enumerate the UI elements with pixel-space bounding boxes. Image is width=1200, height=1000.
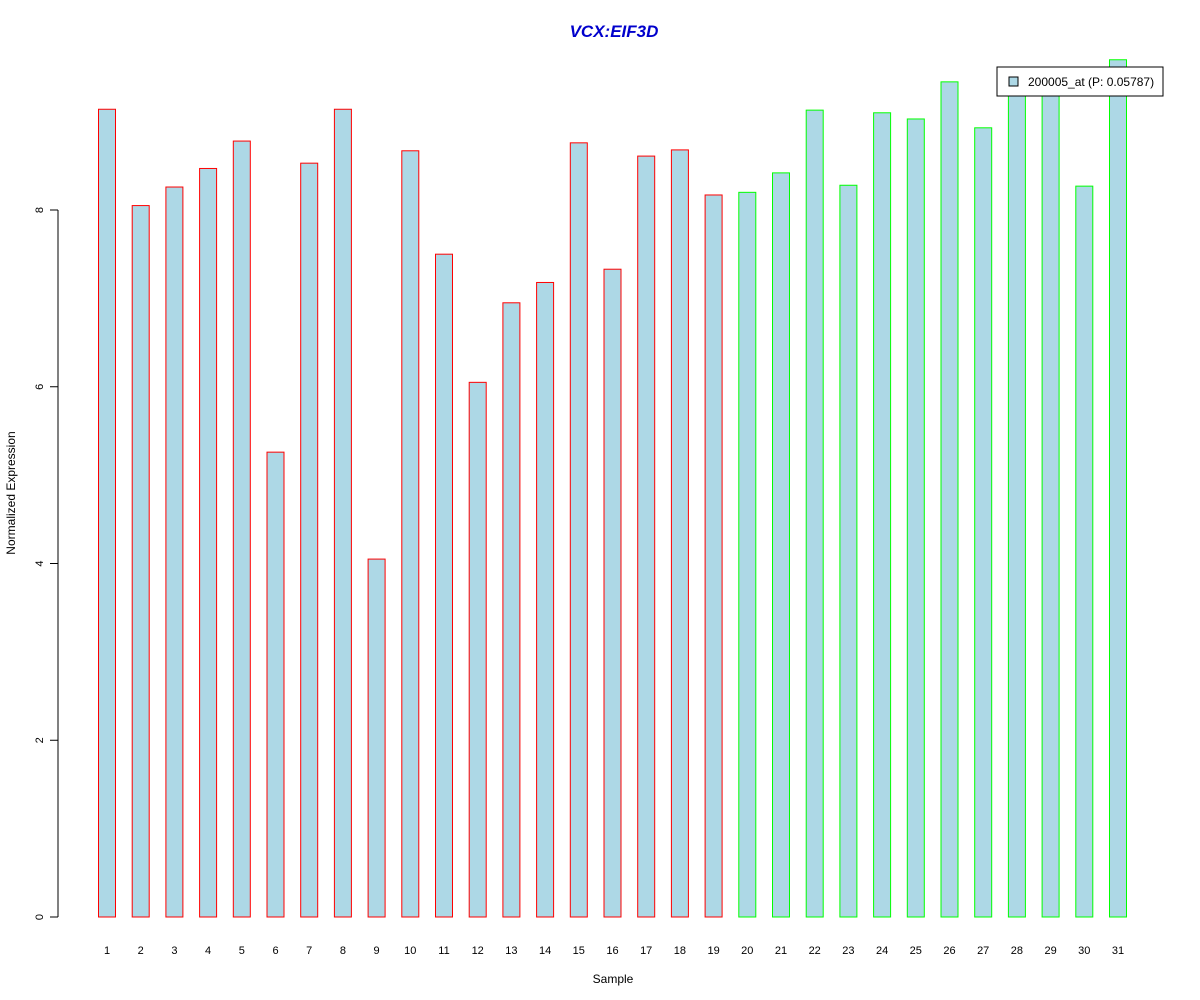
x-tick-label: 7 [306, 945, 312, 957]
x-tick-label: 2 [138, 945, 144, 957]
bar-31 [1109, 59, 1127, 918]
x-tick-label: 26 [943, 945, 955, 957]
bar-10 [401, 150, 420, 918]
bar-3 [165, 186, 184, 918]
x-tick-label: 1 [104, 945, 110, 957]
bar-13 [502, 302, 521, 918]
bar-24 [873, 112, 892, 918]
x-tick-label: 24 [876, 945, 888, 957]
bar-4 [199, 167, 218, 918]
x-tick-label: 9 [374, 945, 380, 957]
x-tick-label: 13 [505, 945, 517, 957]
bar-21 [772, 172, 790, 918]
x-tick-label: 27 [977, 945, 989, 957]
y-tick-label: 0 [34, 914, 46, 920]
bar-5 [232, 140, 251, 918]
x-axis-label: Sample [593, 972, 634, 986]
bar-11 [435, 253, 453, 918]
x-tick-label: 21 [775, 945, 787, 957]
x-tick-label: 12 [472, 945, 484, 957]
x-tick-label: 5 [239, 945, 245, 957]
chart-title: VCX:EIF3D [570, 22, 659, 41]
y-ticks: 0 2 4 6 8 [34, 207, 58, 920]
y-tick-label: 6 [34, 384, 46, 390]
y-tick-label: 2 [34, 737, 46, 743]
bar-8 [333, 108, 352, 918]
x-tick-label: 16 [606, 945, 618, 957]
x-tick-label: 29 [1044, 945, 1056, 957]
x-tick-label: 25 [910, 945, 922, 957]
bar-20 [738, 191, 757, 918]
x-tick-label: 20 [741, 945, 753, 957]
bar-29 [1041, 81, 1060, 918]
legend: 200005_at (P: 0.05787) [996, 66, 1164, 97]
x-tick-label: 11 [438, 945, 449, 957]
legend-label: 200005_at (P: 0.05787) [1028, 75, 1154, 89]
bar-18 [670, 149, 689, 918]
x-tick-label: 31 [1112, 945, 1124, 957]
x-tick-label: 14 [539, 945, 551, 957]
bar-1 [98, 108, 116, 918]
bar-14 [536, 281, 555, 918]
bar-28 [1007, 81, 1026, 918]
x-tick-labels: 1 2 3 4 5 6 7 8 9 10 11 12 13 14 15 16 17 18 19 20 21 22 23 24 2… [104, 945, 1124, 957]
x-tick-label: 30 [1078, 945, 1090, 957]
bar-30 [1075, 185, 1094, 918]
bar-9 [367, 558, 386, 918]
bar-17 [637, 155, 656, 918]
x-tick-label: 8 [340, 945, 346, 957]
bar-26 [940, 81, 959, 918]
y-tick-label: 8 [34, 207, 46, 213]
bar-16 [603, 268, 622, 918]
bar-22 [805, 109, 824, 918]
x-tick-label: 28 [1011, 945, 1023, 957]
bar-2 [131, 205, 150, 918]
x-tick-label: 19 [707, 945, 719, 957]
x-tick-label: 3 [171, 945, 177, 957]
bar-6 [266, 451, 285, 918]
y-tick-label: 4 [34, 560, 46, 566]
x-tick-label: 17 [640, 945, 652, 957]
y-axis: 0 2 4 6 8 [34, 207, 59, 920]
legend-swatch [1008, 76, 1019, 87]
x-tick-label: 4 [205, 945, 211, 957]
x-tick-label: 10 [404, 945, 416, 957]
bars [98, 59, 1127, 918]
legend-box [996, 66, 1164, 97]
bar-19 [704, 194, 723, 918]
x-tick-label: 18 [674, 945, 686, 957]
y-axis-label: Normalized Expression [4, 431, 18, 554]
bar-25 [906, 118, 925, 918]
bar-12 [468, 381, 487, 918]
x-tick-label: 23 [842, 945, 854, 957]
x-tick-label: 22 [809, 945, 821, 957]
bar-7 [300, 162, 319, 918]
bar-23 [839, 184, 858, 918]
x-tick-label: 15 [573, 945, 585, 957]
bar-27 [974, 127, 993, 918]
bar-15 [569, 142, 588, 918]
x-tick-label: 6 [272, 945, 278, 957]
